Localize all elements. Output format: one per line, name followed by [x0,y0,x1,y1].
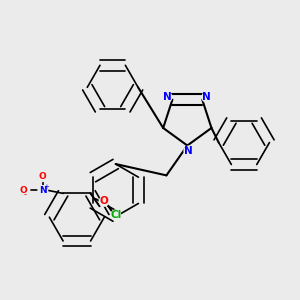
Text: N: N [39,186,46,195]
Text: O: O [39,172,47,181]
Text: N: N [202,92,211,102]
Circle shape [184,146,194,156]
Text: -: - [24,190,27,199]
Circle shape [19,186,28,195]
Text: O: O [100,196,108,206]
Circle shape [202,92,211,102]
Text: O: O [20,186,27,195]
Circle shape [38,172,48,182]
Circle shape [162,92,172,102]
Text: Cl: Cl [110,210,121,220]
Text: N: N [184,146,193,156]
Circle shape [38,186,48,195]
Circle shape [111,210,120,220]
Circle shape [99,196,109,206]
Text: +: + [44,184,49,190]
Text: N: N [163,92,171,102]
